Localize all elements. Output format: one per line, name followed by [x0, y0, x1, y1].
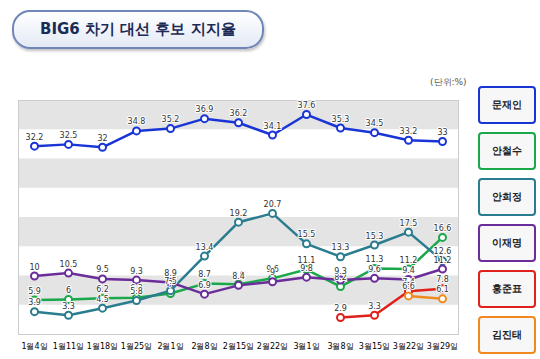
html-text:안철수: 안철수 [492, 145, 522, 156]
svg-text:8.7: 8.7 [198, 270, 211, 279]
svg-text:4.5: 4.5 [96, 295, 109, 304]
svg-text:6.9: 6.9 [198, 281, 211, 290]
svg-text:3.3: 3.3 [62, 302, 75, 311]
html-text:BIG6 차기 대선 후보 지지율: BIG6 차기 대선 후보 지지율 [40, 20, 236, 38]
svg-text:3월15일: 3월15일 [359, 342, 390, 351]
svg-text:3.3: 3.3 [368, 302, 381, 311]
svg-text:32.2: 32.2 [26, 133, 44, 142]
svg-text:7.5: 7.5 [164, 277, 177, 286]
svg-text:33.2: 33.2 [400, 127, 418, 136]
html-text:문재인: 문재인 [492, 99, 522, 110]
svg-text:6.1: 6.1 [436, 285, 449, 294]
svg-text:36.9: 36.9 [196, 105, 214, 114]
svg-text:15.5: 15.5 [298, 230, 316, 239]
html-text:홍준표: 홍준표 [492, 283, 522, 294]
svg-text:1월11일: 1월11일 [53, 342, 84, 351]
svg-text:3월1일: 3월1일 [293, 342, 319, 351]
svg-text:3월22일: 3월22일 [393, 342, 424, 351]
svg-text:34.1: 34.1 [264, 122, 282, 131]
svg-text:1월4일: 1월4일 [21, 342, 47, 351]
svg-text:17.5: 17.5 [400, 219, 418, 228]
svg-text:5.9: 5.9 [28, 287, 41, 296]
svg-text:3월29일: 3월29일 [427, 342, 458, 351]
svg-text:15.3: 15.3 [366, 232, 384, 241]
svg-text:13.3: 13.3 [332, 243, 350, 252]
svg-text:2월1일: 2월1일 [157, 342, 183, 351]
svg-text:11.2: 11.2 [400, 256, 418, 265]
svg-text:9.5: 9.5 [96, 265, 109, 274]
svg-text:11.1: 11.1 [297, 256, 316, 266]
html-text:안희정: 안희정 [492, 191, 522, 202]
svg-text:20.7: 20.7 [264, 200, 282, 209]
svg-text:12.6: 12.6 [433, 247, 452, 257]
svg-text:13.4: 13.4 [196, 243, 214, 252]
svg-text:36.2: 36.2 [230, 109, 248, 118]
svg-text:9: 9 [270, 268, 275, 277]
svg-text:8.4: 8.4 [232, 272, 245, 281]
svg-text:35.2: 35.2 [162, 115, 180, 124]
svg-text:9.4: 9.4 [402, 266, 415, 275]
html-text:(단위:%): (단위:%) [430, 77, 467, 87]
svg-text:2.9: 2.9 [334, 304, 347, 313]
svg-text:9.8: 9.8 [300, 264, 313, 273]
svg-text:6.6: 6.6 [402, 282, 415, 291]
svg-text:10.5: 10.5 [60, 260, 78, 269]
html-text:이재명: 이재명 [492, 237, 522, 248]
svg-text:8.9: 8.9 [164, 269, 177, 278]
svg-text:6.2: 6.2 [96, 285, 109, 294]
svg-text:11.3: 11.3 [366, 255, 384, 264]
svg-text:32: 32 [97, 134, 107, 143]
svg-text:6: 6 [66, 286, 71, 295]
svg-text:9.6: 9.6 [266, 264, 279, 274]
svg-text:8.2: 8.2 [334, 273, 347, 283]
svg-text:33: 33 [437, 128, 447, 137]
html-text:김진태: 김진태 [492, 329, 522, 340]
svg-text:32.5: 32.5 [60, 131, 78, 140]
svg-text:35.3: 35.3 [332, 115, 350, 124]
svg-text:3.9: 3.9 [28, 298, 41, 307]
svg-text:2월22일: 2월22일 [257, 342, 288, 351]
svg-text:9.6: 9.6 [368, 265, 381, 274]
svg-text:1월18일: 1월18일 [87, 342, 118, 351]
svg-text:19.2: 19.2 [230, 209, 248, 218]
svg-text:1월25일: 1월25일 [121, 342, 152, 351]
svg-text:11.2: 11.2 [434, 256, 452, 265]
svg-text:3월8일: 3월8일 [327, 342, 353, 351]
svg-text:10: 10 [29, 263, 39, 272]
svg-text:7.8: 7.8 [436, 275, 449, 284]
svg-text:2월8일: 2월8일 [191, 342, 217, 351]
svg-text:5.8: 5.8 [130, 287, 143, 296]
svg-text:34.8: 34.8 [128, 117, 146, 126]
svg-text:34.5: 34.5 [366, 119, 384, 128]
svg-text:2월15일: 2월15일 [223, 342, 254, 351]
svg-text:37.6: 37.6 [298, 101, 316, 110]
svg-text:16.6: 16.6 [434, 224, 452, 233]
svg-text:9.3: 9.3 [334, 267, 347, 276]
svg-text:9.3: 9.3 [130, 267, 143, 276]
